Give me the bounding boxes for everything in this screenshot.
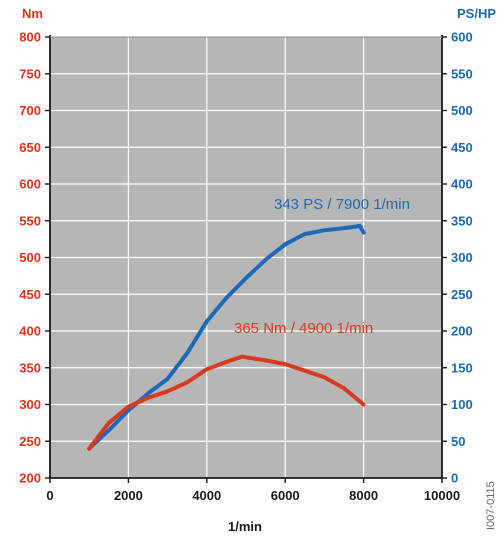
right-tick-label: 600	[451, 30, 473, 45]
right-tick-label: 250	[451, 287, 473, 302]
left-tick-label: 800	[19, 30, 41, 45]
right-tick-label: 300	[451, 250, 473, 265]
x-tick-label: 2000	[114, 488, 143, 503]
x-tick-label: 8000	[349, 488, 378, 503]
x-tick-label: 10000	[424, 488, 460, 503]
right-tick-label: 100	[451, 397, 473, 412]
left-axis-ticks: 200 250 300 350 400 450 500 550 600 650 700 750 800	[19, 30, 50, 486]
left-tick-label: 650	[19, 140, 41, 155]
left-tick-label: 350	[19, 360, 41, 375]
right-axis-ticks: 0 50 100 150 200 250 300 350 400 450 500 550 600	[442, 30, 473, 486]
right-tick-label: 50	[451, 434, 465, 449]
right-tick-label: 500	[451, 103, 473, 118]
left-tick-label: 600	[19, 177, 41, 192]
right-tick-label: 450	[451, 140, 473, 155]
right-tick-label: 550	[451, 66, 473, 81]
left-tick-label: 400	[19, 324, 41, 339]
right-axis-unit: PS/HP	[457, 6, 496, 21]
left-tick-label: 300	[19, 397, 41, 412]
power-peak-annotation: 343 PS / 7900 1/min	[274, 196, 410, 213]
right-tick-label: 200	[451, 324, 473, 339]
right-tick-label: 400	[451, 177, 473, 192]
left-tick-label: 250	[19, 434, 41, 449]
x-axis-label: 1/min	[228, 519, 262, 534]
left-tick-label: 750	[19, 66, 41, 81]
series-lines	[87, 223, 366, 451]
torque-curve	[87, 354, 366, 451]
right-tick-label: 0	[451, 471, 458, 486]
left-tick-label: 500	[19, 250, 41, 265]
left-axis-unit: Nm	[22, 6, 43, 21]
left-tick-label: 550	[19, 213, 41, 228]
left-tick-label: 700	[19, 103, 41, 118]
torque-peak-annotation: 365 Nm / 4900 1/min	[234, 320, 373, 337]
left-tick-label: 200	[19, 471, 41, 486]
side-code: I007-0115	[485, 481, 497, 530]
x-tick-label: 0	[46, 488, 53, 503]
x-tick-label: 4000	[192, 488, 221, 503]
right-tick-label: 350	[451, 213, 473, 228]
left-tick-label: 450	[19, 287, 41, 302]
right-tick-label: 150	[451, 360, 473, 375]
grid-lines	[50, 37, 442, 478]
x-axis-ticks: 0 2000 4000 6000 8000 10000	[46, 478, 460, 503]
x-tick-label: 6000	[271, 488, 300, 503]
